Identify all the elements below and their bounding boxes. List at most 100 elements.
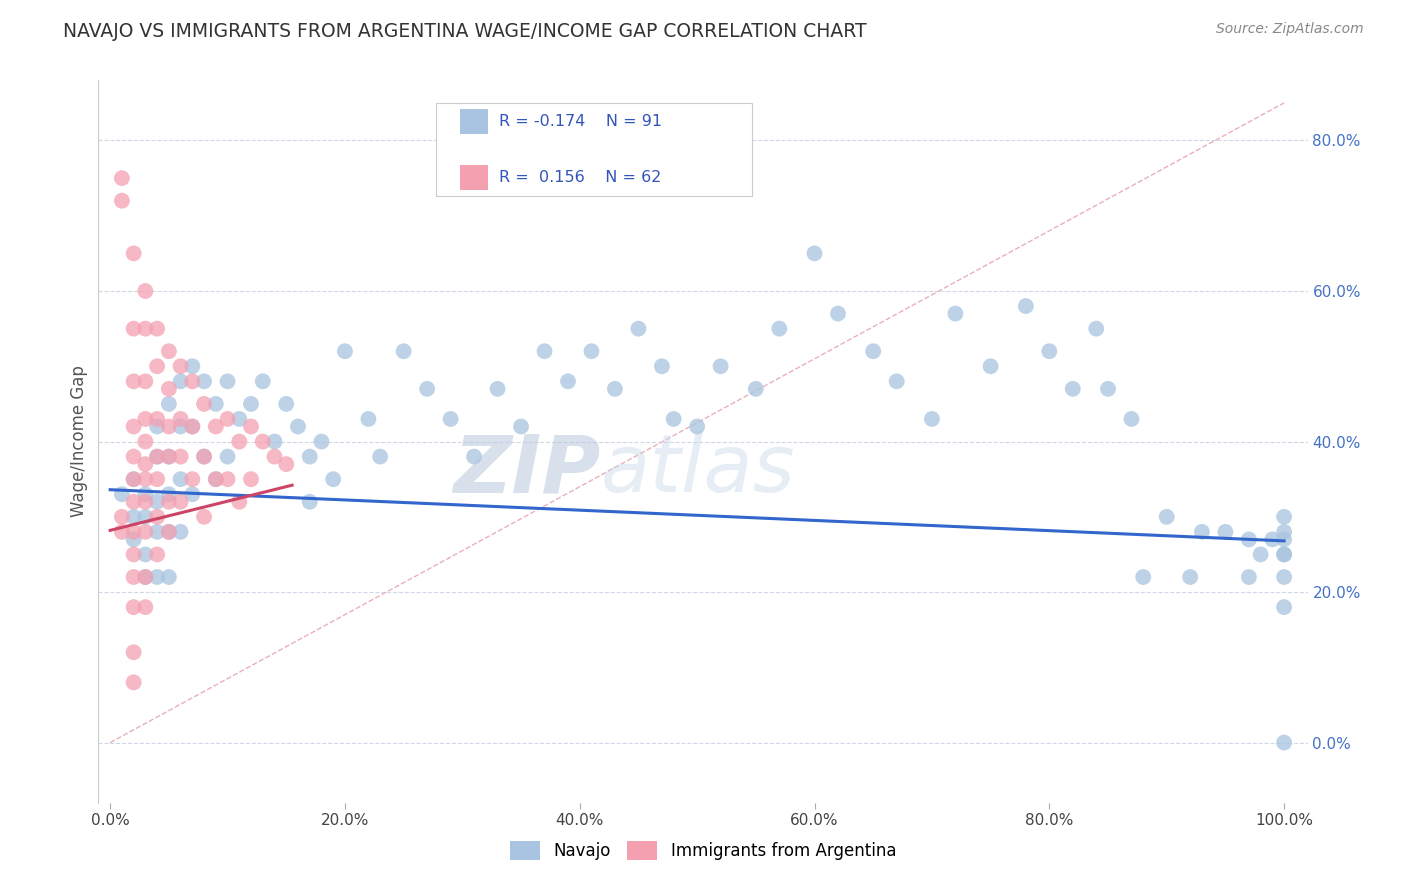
Point — [333, 344, 356, 359]
Point — [1215, 524, 1237, 539]
Point — [252, 434, 274, 449]
Point — [1132, 570, 1154, 584]
Point — [276, 397, 298, 411]
Point — [533, 344, 555, 359]
Point — [122, 509, 145, 524]
Point — [181, 419, 204, 434]
Point — [146, 548, 169, 562]
Point — [204, 472, 226, 486]
Text: atlas: atlas — [600, 432, 794, 509]
Point — [157, 450, 180, 464]
Point — [122, 548, 145, 562]
Point — [1272, 533, 1295, 547]
Point — [710, 359, 733, 374]
Point — [228, 434, 250, 449]
Point — [311, 434, 333, 449]
Point — [157, 397, 180, 411]
Point — [181, 374, 204, 388]
Point — [134, 524, 156, 539]
Point — [581, 344, 603, 359]
Point — [134, 570, 156, 584]
Text: R = -0.174    N = 91: R = -0.174 N = 91 — [499, 114, 662, 128]
Point — [945, 307, 967, 321]
Point — [240, 472, 263, 486]
Point — [240, 419, 263, 434]
Point — [1191, 524, 1213, 539]
Point — [193, 509, 215, 524]
Point — [1272, 735, 1295, 749]
Point — [1250, 548, 1272, 562]
Point — [169, 412, 191, 426]
Point — [111, 194, 134, 208]
Point — [122, 419, 145, 434]
Point — [146, 450, 169, 464]
Text: NAVAJO VS IMMIGRANTS FROM ARGENTINA WAGE/INCOME GAP CORRELATION CHART: NAVAJO VS IMMIGRANTS FROM ARGENTINA WAGE… — [63, 22, 868, 41]
Point — [169, 359, 191, 374]
Point — [122, 533, 145, 547]
Point — [157, 344, 180, 359]
Point — [134, 284, 156, 298]
Point — [134, 570, 156, 584]
Point — [157, 419, 180, 434]
Point — [169, 450, 191, 464]
Point — [122, 374, 145, 388]
Point — [122, 524, 145, 539]
Point — [157, 382, 180, 396]
Point — [193, 397, 215, 411]
Point — [146, 419, 169, 434]
Point — [357, 412, 380, 426]
Point — [217, 412, 239, 426]
Point — [1272, 600, 1295, 615]
Point — [252, 374, 274, 388]
Point — [392, 344, 415, 359]
Point — [298, 494, 321, 508]
Point — [122, 645, 145, 659]
Point — [122, 472, 145, 486]
Point — [263, 450, 285, 464]
Point — [157, 524, 180, 539]
Point — [122, 472, 145, 486]
Point — [169, 472, 191, 486]
Point — [862, 344, 884, 359]
Point — [217, 450, 239, 464]
Point — [439, 412, 461, 426]
Point — [169, 419, 191, 434]
Point — [146, 472, 169, 486]
Point — [1261, 533, 1284, 547]
Point — [146, 450, 169, 464]
Point — [416, 382, 439, 396]
Point — [510, 419, 533, 434]
Point — [134, 487, 156, 501]
Point — [1180, 570, 1202, 584]
Point — [1085, 321, 1108, 335]
Point — [169, 494, 191, 508]
Point — [463, 450, 485, 464]
Point — [181, 472, 204, 486]
Point — [204, 419, 226, 434]
Point — [1121, 412, 1143, 426]
Point — [122, 600, 145, 615]
Point — [1272, 548, 1295, 562]
Point — [146, 359, 169, 374]
Text: R =  0.156    N = 62: R = 0.156 N = 62 — [499, 170, 661, 185]
Point — [298, 450, 321, 464]
Point — [122, 570, 145, 584]
Point — [122, 675, 145, 690]
Point — [134, 494, 156, 508]
Point — [1062, 382, 1084, 396]
Point — [122, 246, 145, 260]
Point — [651, 359, 673, 374]
Point — [686, 419, 709, 434]
Point — [169, 374, 191, 388]
Point — [1272, 548, 1295, 562]
Point — [1156, 509, 1178, 524]
Point — [217, 472, 239, 486]
Point — [217, 374, 239, 388]
Point — [1272, 524, 1295, 539]
Point — [803, 246, 825, 260]
Point — [827, 307, 849, 321]
Point — [193, 374, 215, 388]
Point — [181, 359, 204, 374]
Point — [134, 412, 156, 426]
Point — [204, 397, 226, 411]
